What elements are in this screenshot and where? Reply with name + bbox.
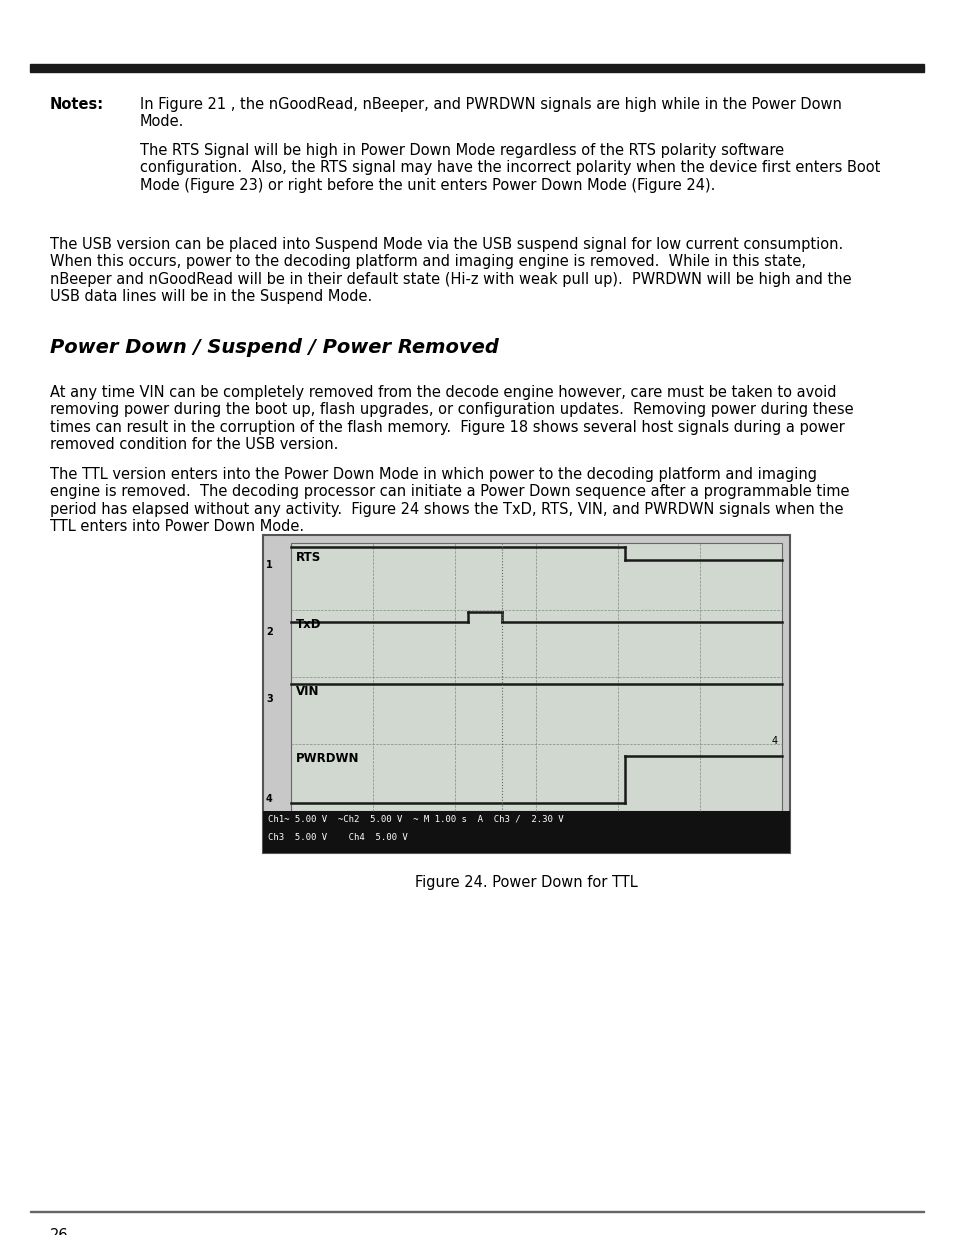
Text: In Figure 21 , the nGoodRead, nBeeper, and PWRDWN signals are high while in the : In Figure 21 , the nGoodRead, nBeeper, a…	[140, 98, 841, 130]
Text: 26: 26	[50, 1228, 69, 1235]
Text: VIN: VIN	[295, 685, 319, 698]
Text: 4: 4	[771, 736, 778, 746]
Text: The TTL version enters into the Power Down Mode in which power to the decoding p: The TTL version enters into the Power Do…	[50, 467, 848, 535]
Text: Power Down / Suspend / Power Removed: Power Down / Suspend / Power Removed	[50, 338, 498, 357]
Text: Ch1~ 5.00 V  ~Ch2  5.00 V  ~ M 1.00 s  A  Ch3 /  2.30 V: Ch1~ 5.00 V ~Ch2 5.00 V ~ M 1.00 s A Ch3…	[268, 815, 563, 824]
Text: TxD: TxD	[295, 618, 321, 631]
Text: Ch3  5.00 V    Ch4  5.00 V: Ch3 5.00 V Ch4 5.00 V	[268, 832, 407, 842]
Bar	[30, 64, 923, 72]
Text: Notes:: Notes:	[50, 98, 104, 112]
Text: The USB version can be placed into Suspend Mode via the USB suspend signal for l: The USB version can be placed into Suspe…	[50, 237, 851, 304]
Bar	[30, 1210, 923, 1212]
Text: 2: 2	[266, 626, 273, 637]
Text: RTS: RTS	[295, 551, 321, 564]
Bar	[263, 535, 789, 853]
Bar	[291, 543, 781, 811]
Text: Figure 24. Power Down for TTL: Figure 24. Power Down for TTL	[415, 876, 638, 890]
Text: The RTS Signal will be high in Power Down Mode regardless of the RTS polarity so: The RTS Signal will be high in Power Dow…	[140, 143, 880, 193]
Text: At any time VIN can be completely removed from the decode engine however, care m: At any time VIN can be completely remove…	[50, 385, 853, 452]
Text: 3: 3	[266, 694, 273, 704]
Text: 1: 1	[266, 559, 273, 569]
Text: PWRDWN: PWRDWN	[295, 752, 359, 764]
Text: 4: 4	[266, 794, 273, 804]
Bar	[263, 811, 789, 853]
